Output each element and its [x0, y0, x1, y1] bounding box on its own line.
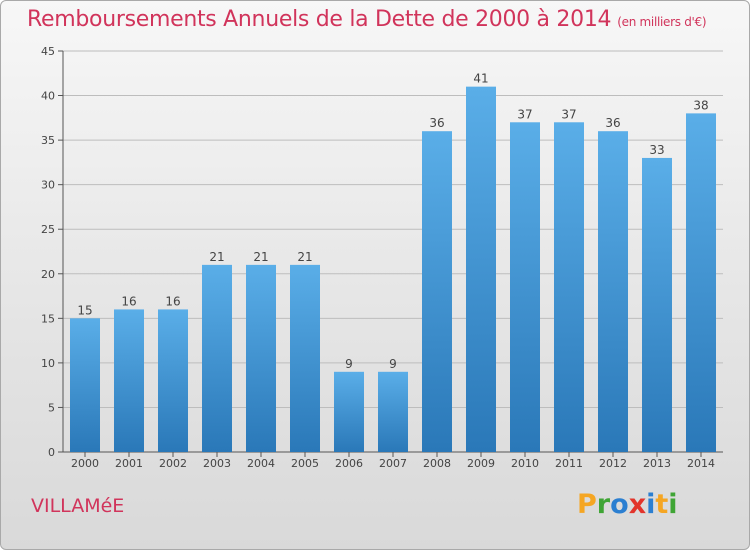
logo-letter: t [655, 489, 669, 520]
commune-name: VILLAMéE [31, 495, 125, 517]
y-tick-label: 10 [41, 357, 55, 370]
bar-2003[interactable] [202, 264, 232, 452]
bar-2012[interactable] [598, 131, 628, 452]
y-tick-label: 30 [41, 179, 55, 192]
bar-2009[interactable] [466, 86, 496, 453]
value-label-2014: 38 [693, 98, 708, 112]
value-label-2000: 15 [77, 303, 92, 317]
bar-2011[interactable] [554, 122, 584, 453]
bars [70, 86, 716, 453]
chart-subtitle: (en milliers d'€) [617, 15, 707, 29]
logo-letter: i [668, 489, 678, 520]
bar-2004[interactable] [246, 264, 276, 452]
logo-letter: i [646, 489, 656, 520]
value-label-2001: 16 [121, 294, 136, 308]
x-tick-label-2008: 2008 [423, 457, 451, 470]
value-label-2010: 37 [517, 107, 532, 121]
chart-title-text: Remboursements Annuels de la Dette de 20… [27, 7, 612, 32]
x-tick-label-2005: 2005 [291, 457, 319, 470]
x-tick-label-2002: 2002 [159, 457, 187, 470]
value-labels: 15 16 16 21 21 21 9 9 36 41 37 37 36 33 38 [77, 72, 708, 371]
bar-2007[interactable] [378, 371, 408, 452]
bar-2013[interactable] [642, 157, 672, 452]
logo-letter: o [610, 489, 629, 520]
value-label-2002: 16 [165, 294, 180, 308]
bar-2005[interactable] [290, 264, 320, 452]
value-label-2005: 21 [297, 250, 312, 264]
x-tick-label-2009: 2009 [467, 457, 495, 470]
x-tick-label-2012: 2012 [599, 457, 627, 470]
y-tick-label: 25 [41, 223, 55, 236]
x-tick-labels: 2000 2001 2002 2003 2004 2005 2006 2007 2008 2009… [71, 452, 715, 470]
logo-letter: P [577, 489, 597, 520]
x-tick-label-2006: 2006 [335, 457, 363, 470]
y-tick-label: 0 [48, 446, 55, 459]
x-tick-label-2003: 2003 [203, 457, 231, 470]
x-tick-label-2007: 2007 [379, 457, 407, 470]
value-label-2009: 41 [473, 72, 488, 86]
bar-2001[interactable] [114, 309, 144, 452]
value-label-2003: 21 [209, 250, 224, 264]
value-label-2006: 9 [345, 357, 353, 371]
x-tick-label-2001: 2001 [115, 457, 143, 470]
y-tick-label: 15 [41, 312, 55, 325]
bar-2010[interactable] [510, 122, 540, 453]
x-tick-label-2000: 2000 [71, 457, 99, 470]
value-label-2008: 36 [429, 116, 444, 130]
value-label-2004: 21 [253, 250, 268, 264]
proxiti-logo[interactable]: Proxiti [577, 489, 678, 521]
x-tick-label-2011: 2011 [555, 457, 583, 470]
y-tick-label: 45 [41, 45, 55, 58]
y-tick-label: 20 [41, 268, 55, 281]
logo-letter: r [596, 489, 611, 520]
logo-letter: x [628, 489, 647, 520]
y-tick-label: 35 [41, 134, 55, 147]
bar-2002[interactable] [158, 309, 188, 452]
value-label-2012: 36 [605, 116, 620, 130]
bar-2014[interactable] [686, 113, 716, 452]
y-tick-label: 5 [48, 401, 55, 414]
bar-2006[interactable] [334, 371, 364, 452]
y-tick-label: 40 [41, 90, 55, 103]
bar-2000[interactable] [70, 318, 100, 452]
chart-title: Remboursements Annuels de la Dette de 20… [27, 7, 707, 32]
value-label-2013: 33 [649, 143, 664, 157]
x-tick-label-2010: 2010 [511, 457, 539, 470]
value-label-2011: 37 [561, 107, 576, 121]
x-tick-label-2013: 2013 [643, 457, 671, 470]
x-tick-label-2014: 2014 [687, 457, 715, 470]
bar-2008[interactable] [422, 131, 452, 452]
x-tick-label-2004: 2004 [247, 457, 275, 470]
y-tick-labels: 0 5 10 15 20 25 30 35 40 45 [41, 45, 55, 459]
value-label-2007: 9 [389, 357, 397, 371]
